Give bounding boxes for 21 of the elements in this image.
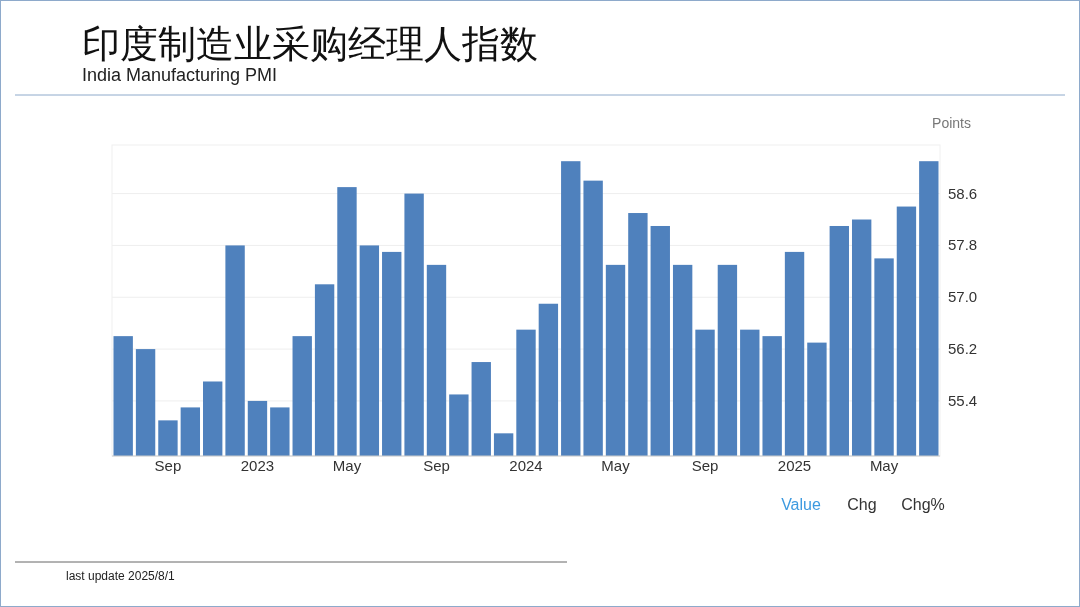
y-axis-title: Points <box>932 115 971 131</box>
y-tick-label: 55.4 <box>948 391 978 409</box>
y-tick-label: 56.2 <box>948 340 978 358</box>
x-tick-label: 2024 <box>509 457 543 474</box>
x-tick-label: 2025 <box>777 457 812 474</box>
text: Value <box>781 496 821 513</box>
x-tick-label: Sep <box>691 457 719 474</box>
x-tick-label: May <box>869 457 899 474</box>
chart-title: 印度制造业采购经理人指数 <box>82 23 538 65</box>
chart-subtitle: India Manufacturing PMI <box>82 65 278 85</box>
y-tick-label: 58.6 <box>948 184 978 202</box>
x-tick-label: Sep <box>154 457 182 474</box>
x-tick-label: 2023 <box>240 457 275 474</box>
text: Chg% <box>901 496 945 513</box>
x-tick-label: Sep <box>423 457 450 474</box>
y-tick-label: 57.0 <box>948 288 978 306</box>
y-tick-label: 57.8 <box>948 236 978 254</box>
x-tick-label: May <box>332 457 362 474</box>
text: last update 2025/8/1 <box>66 569 176 583</box>
x-tick-label: May <box>601 457 631 474</box>
text: Chg <box>847 496 877 513</box>
